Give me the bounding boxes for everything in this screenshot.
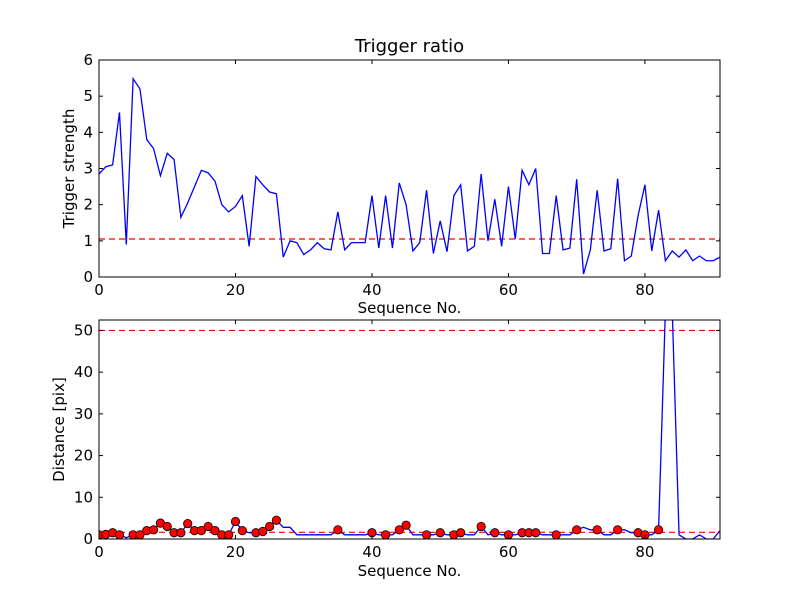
y-axis-label: Distance [pix] xyxy=(50,377,68,482)
data-point-marker xyxy=(162,521,172,532)
x-axis-label: Sequence No. xyxy=(358,299,462,317)
distance-chart: 0 20 40 60 80 0 10 20 30 40 50 Sequence No. Distan… xyxy=(50,319,721,580)
data-point-marker xyxy=(148,525,159,535)
x-tick-label: 20 xyxy=(226,543,245,561)
x-tick-label: 40 xyxy=(362,281,381,299)
series-line xyxy=(99,76,720,275)
x-tick-label: 40 xyxy=(362,543,381,561)
data-point-marker xyxy=(333,525,343,535)
x-axis-label: Sequence No. xyxy=(358,562,462,580)
axes-frame xyxy=(98,319,721,540)
data-point-marker xyxy=(176,528,186,538)
data-point-marker xyxy=(551,530,561,539)
data-point-marker xyxy=(572,525,582,535)
data-point-marker xyxy=(210,526,220,536)
x-tick-label: 60 xyxy=(499,543,518,561)
plot-area xyxy=(99,320,720,539)
data-point-marker xyxy=(490,528,500,538)
axis-ticks: 0 20 40 60 80 0 10 20 30 40 50 xyxy=(74,320,720,561)
data-point-marker xyxy=(531,528,541,538)
y-tick-label: 5 xyxy=(83,87,93,105)
y-tick-label: 6 xyxy=(83,51,93,69)
data-point-marker xyxy=(421,530,432,539)
chart-title: Trigger ratio xyxy=(354,36,464,57)
data-point-marker xyxy=(271,515,282,525)
y-tick-label: 3 xyxy=(83,160,93,178)
data-point-marker xyxy=(456,528,466,538)
y-tick-label: 4 xyxy=(83,123,93,141)
axis-ticks: 0 20 40 60 80 0 1 2 3 4 5 6 xyxy=(83,51,720,299)
axes-frame xyxy=(98,59,721,278)
data-point-marker xyxy=(183,518,193,529)
x-tick-label: 0 xyxy=(94,543,104,561)
data-point-marker xyxy=(258,526,268,537)
data-point-marker xyxy=(640,530,650,539)
data-point-marker xyxy=(592,525,602,535)
data-point-marker xyxy=(224,530,234,539)
data-point-marker xyxy=(196,526,206,536)
y-tick-label: 1 xyxy=(83,232,93,250)
y-axis-label: Trigger strength xyxy=(60,109,78,230)
data-point-marker xyxy=(503,530,514,539)
y-tick-label: 30 xyxy=(74,405,93,423)
x-tick-label: 0 xyxy=(94,281,104,299)
data-point-marker xyxy=(265,521,275,532)
y-tick-label: 0 xyxy=(83,530,93,548)
x-tick-label: 20 xyxy=(226,281,245,299)
data-point-marker xyxy=(394,525,404,535)
y-tick-label: 0 xyxy=(83,268,93,286)
y-tick-label: 50 xyxy=(74,321,93,339)
x-tick-label: 80 xyxy=(635,281,654,299)
data-point-marker xyxy=(237,526,247,536)
data-point-marker xyxy=(381,530,391,539)
x-tick-label: 60 xyxy=(499,281,518,299)
data-point-marker xyxy=(114,530,125,539)
y-tick-label: 20 xyxy=(74,447,93,465)
y-tick-label: 40 xyxy=(74,363,93,381)
data-point-marker xyxy=(435,528,445,538)
data-point-marker xyxy=(203,521,213,532)
data-point-marker xyxy=(230,516,241,527)
y-tick-label: 10 xyxy=(74,488,93,506)
x-tick-label: 80 xyxy=(635,543,654,561)
trigger-ratio-chart: Trigger ratio 0 20 40 60 80 0 1 2 3 4 5 6 Sequence … xyxy=(60,36,721,317)
y-tick-label: 2 xyxy=(83,196,93,214)
data-point-marker xyxy=(401,520,411,530)
plot-area xyxy=(99,76,720,275)
data-point-marker xyxy=(613,525,623,535)
data-point-marker xyxy=(653,525,664,535)
data-point-marker xyxy=(476,521,486,532)
data-point-marker xyxy=(135,530,145,539)
